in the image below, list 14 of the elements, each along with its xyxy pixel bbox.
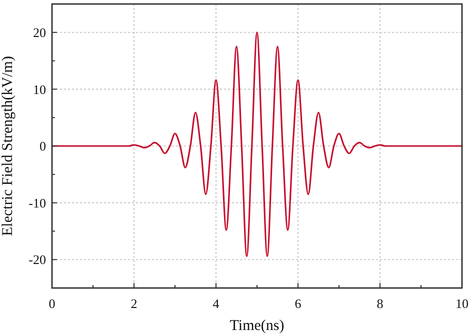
y-tick-label: 0	[40, 138, 46, 154]
line-series	[51, 32, 463, 257]
x-tick-label: 4	[212, 296, 220, 311]
y-tick-label: 20	[33, 24, 46, 40]
x-tick-label: 2	[130, 296, 138, 311]
x-tick-label: 6	[294, 296, 302, 311]
x-tick-label: 10	[456, 296, 468, 311]
y-tick-label: -10	[28, 195, 46, 210]
y-axis-title: Electric Field Strength(kV/m)	[0, 56, 16, 236]
y-tick-label: 10	[33, 82, 46, 97]
x-tick-label: 8	[376, 296, 384, 311]
x-axis-title: Time(ns)	[230, 318, 284, 334]
x-tick-label: 0	[48, 296, 56, 311]
y-tick-label: -20	[28, 252, 46, 268]
